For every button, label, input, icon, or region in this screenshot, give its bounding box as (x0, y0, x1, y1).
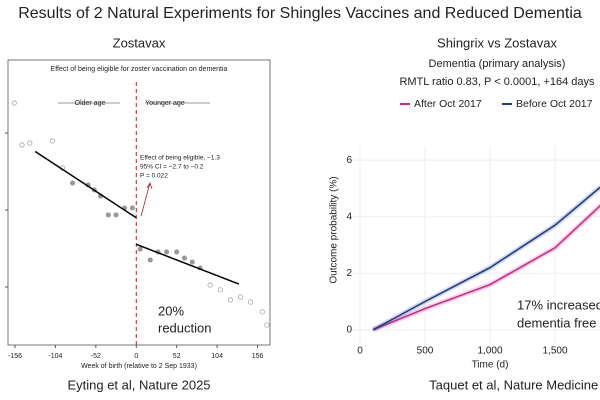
point (69, 180, 76, 186)
effect-arrow (140, 182, 153, 217)
annotation: dementia free (517, 315, 597, 330)
point (259, 309, 265, 315)
point (217, 287, 223, 293)
series-line (372, 204, 600, 331)
legend-label: Before Oct 2017 (516, 98, 593, 110)
point (264, 322, 270, 328)
point (27, 140, 33, 146)
plot-title: Dementia (primary analysis) (429, 58, 566, 70)
fit-line (34, 150, 137, 219)
x-tick-label: -156 (8, 353, 22, 360)
x-tick-label: 1,000 (477, 346, 502, 357)
plot-frame (7, 59, 271, 346)
point (147, 257, 153, 263)
x-tick-label: 156 (252, 353, 264, 360)
point (181, 255, 188, 261)
annotation: 20% (158, 303, 184, 318)
point (129, 205, 135, 211)
caption: Eyting et al, Nature 2025 (67, 377, 210, 392)
point (207, 282, 213, 288)
annotation: 95% CI = −2.7 to −0.2 (140, 164, 204, 171)
point (19, 142, 25, 148)
y-tick-label: 4 (346, 211, 352, 222)
point (164, 249, 170, 255)
point (137, 246, 143, 252)
point (113, 212, 119, 218)
annotation: Older age (75, 100, 106, 107)
point (174, 249, 180, 255)
point (11, 100, 17, 106)
subtitle: Zostavax (113, 35, 166, 50)
point (49, 138, 55, 144)
annotation: Younger age (145, 100, 185, 107)
subtitle: Shingrix vs Zostavax (437, 35, 557, 50)
point (237, 294, 244, 300)
x-tick-label: -52 (91, 353, 101, 360)
point (248, 299, 254, 305)
x-tick-label: 0 (357, 346, 363, 357)
x-tick-label: -104 (48, 353, 62, 360)
annotation: P = 0.022 (140, 173, 168, 180)
page-title: Results of 2 Natural Experiments for Shi… (18, 5, 582, 22)
legend-label: After Oct 2017 (414, 98, 482, 110)
x-axis-label: Week of birth (relative to 2 Sep 1933) (81, 363, 197, 370)
plot-note: RMTL ratio 0.83, P < 0.0001, +164 days (399, 76, 595, 88)
x-tick-label: 104 (211, 353, 223, 360)
y-axis-label: Outcome probability (%) (329, 176, 340, 283)
caption: Taquet et al, Nature Medicine 2025 (429, 377, 600, 392)
fit-line (136, 243, 240, 285)
x-tick-label: 52 (173, 353, 181, 360)
x-tick-label: 500 (417, 346, 434, 357)
point (105, 212, 111, 218)
x-tick-label: 1,500 (542, 346, 567, 357)
series-line (372, 186, 600, 331)
annotation: reduction (158, 320, 211, 335)
annotation: 17% increased (517, 297, 600, 312)
y-tick-label: 0 (346, 324, 352, 335)
plot-title: Effect of being eligible for zoster vacc… (51, 66, 228, 73)
x-tick-label: 0 (134, 353, 138, 360)
point (227, 297, 233, 303)
x-axis-label: Time (d) (472, 360, 509, 371)
annotation: Effect of being eligible, −1.3 (140, 155, 220, 162)
y-tick-label: 6 (346, 155, 352, 166)
point (189, 259, 195, 265)
y-tick-label: 2 (346, 268, 352, 279)
